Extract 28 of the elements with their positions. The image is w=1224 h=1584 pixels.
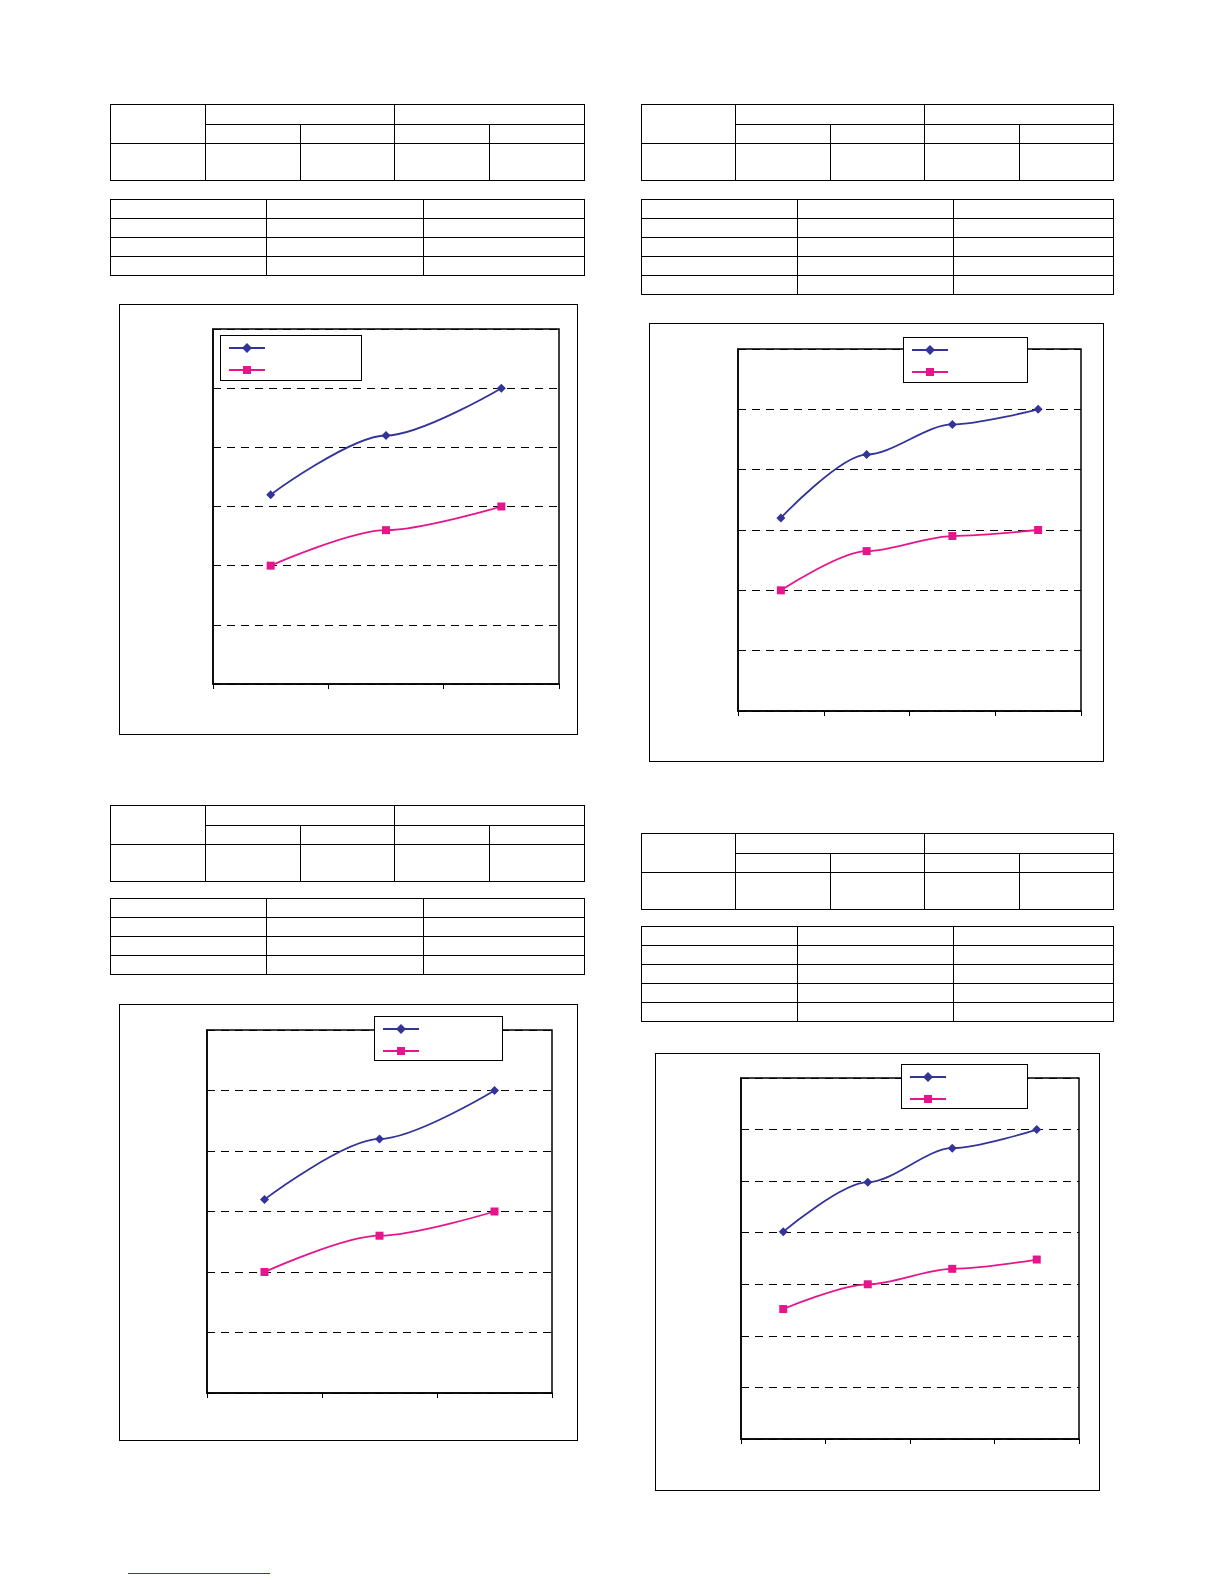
point	[947, 1143, 957, 1153]
point	[863, 1177, 873, 1187]
point	[776, 586, 785, 595]
point	[260, 1268, 269, 1276]
point	[1033, 404, 1043, 414]
point	[947, 419, 957, 429]
point	[948, 532, 957, 541]
point	[382, 526, 390, 535]
point	[266, 561, 275, 570]
point	[260, 1194, 269, 1204]
point	[1032, 1255, 1041, 1264]
point	[862, 450, 872, 460]
point	[496, 383, 506, 393]
point	[375, 1134, 384, 1144]
point	[863, 1280, 872, 1289]
point	[1032, 1125, 1042, 1135]
point	[490, 1207, 499, 1216]
point	[948, 1264, 957, 1273]
point	[381, 431, 391, 440]
point	[490, 1086, 499, 1095]
point	[375, 1231, 384, 1240]
point	[497, 502, 506, 511]
point	[776, 513, 786, 523]
point	[1034, 526, 1043, 534]
point	[779, 1305, 788, 1314]
point	[266, 490, 276, 500]
point	[862, 547, 871, 556]
point	[778, 1227, 788, 1237]
